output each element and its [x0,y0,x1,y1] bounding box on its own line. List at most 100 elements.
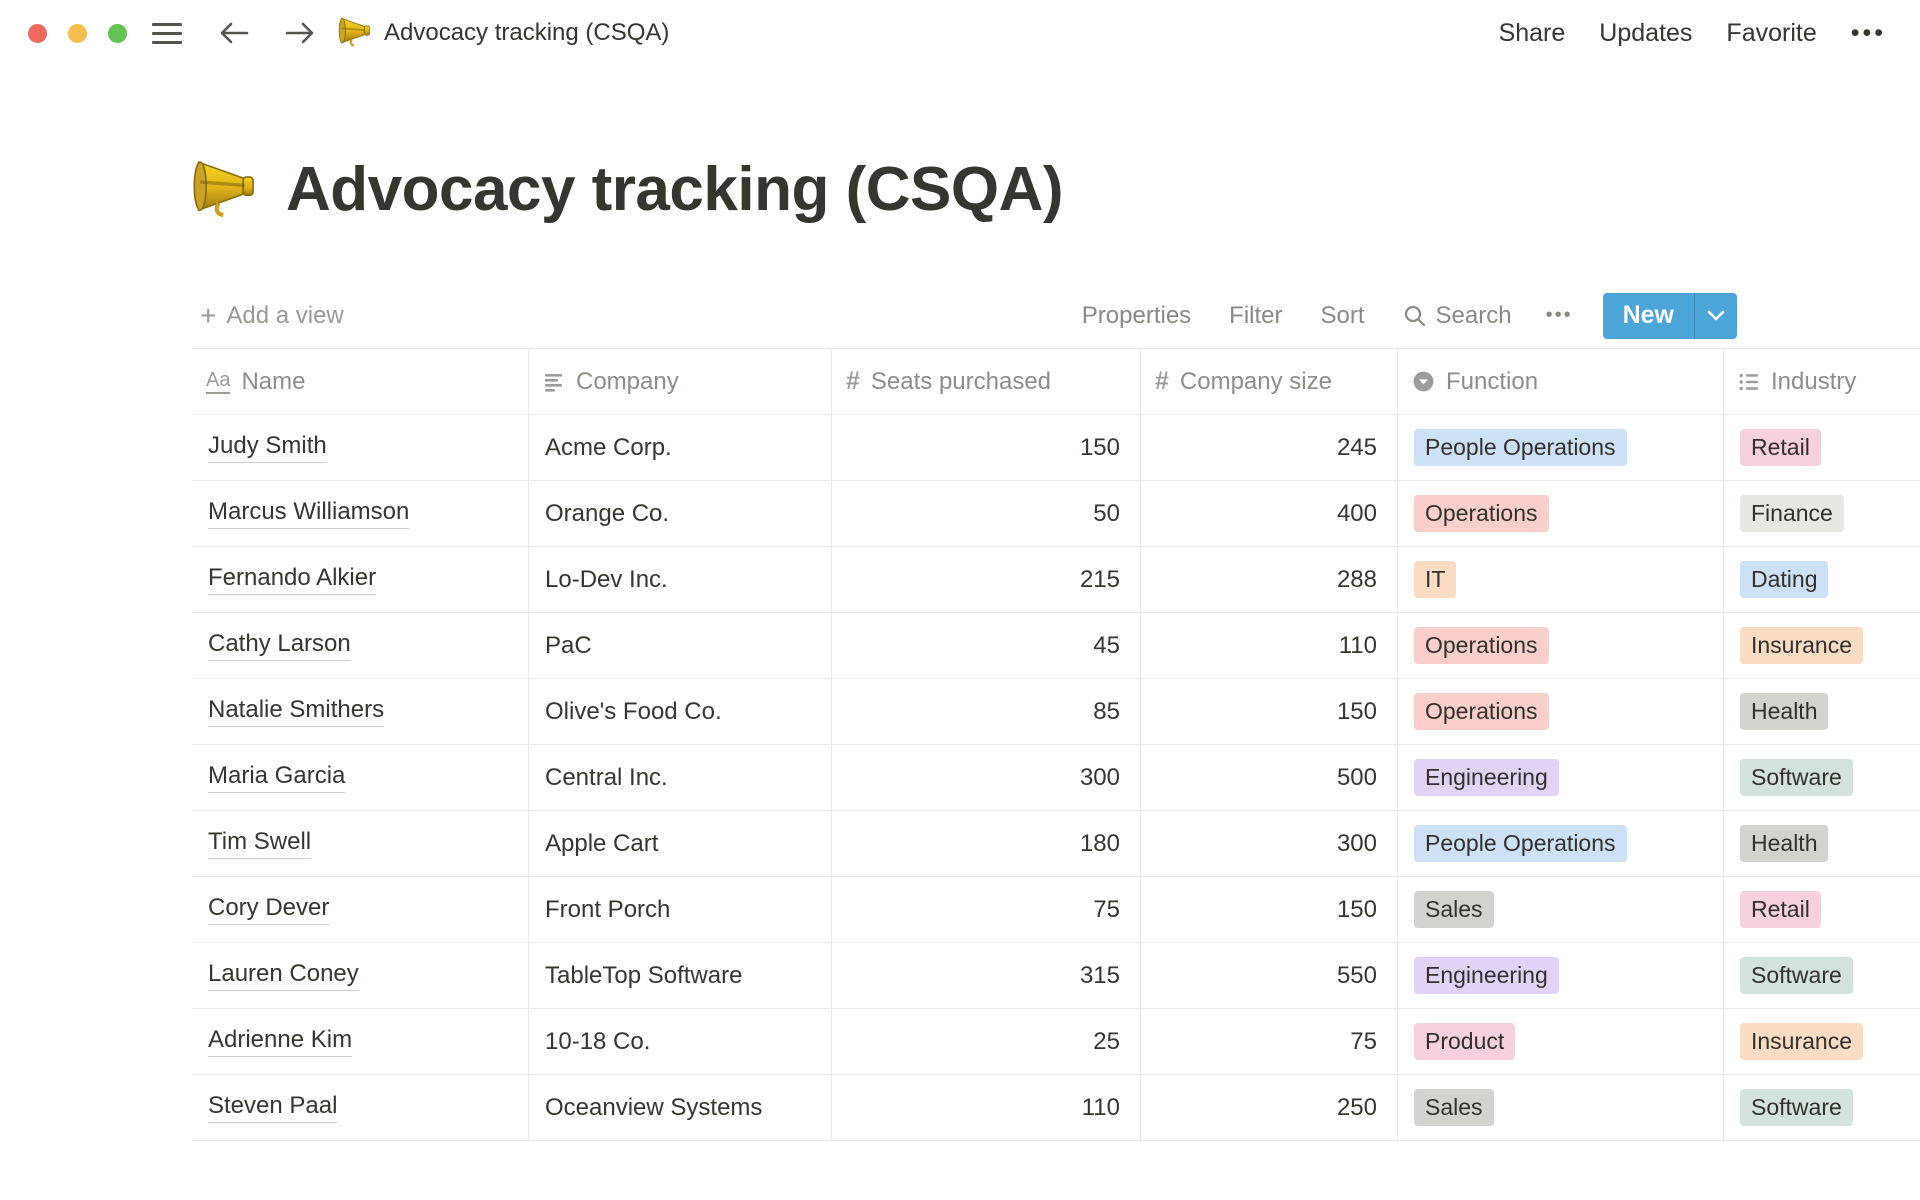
industry-tag[interactable]: Software [1740,1089,1853,1126]
row-industry-cell[interactable]: Health [1724,679,1920,744]
row-company-cell[interactable]: 10-18 Co. [529,1009,832,1074]
toolbar-more-button[interactable]: ••• [1545,304,1573,326]
industry-tag[interactable]: Software [1740,957,1853,994]
industry-tag[interactable]: Health [1740,825,1829,862]
function-tag[interactable]: Engineering [1414,759,1559,796]
row-title-link[interactable]: Lauren Coney [208,960,359,991]
industry-tag[interactable]: Retail [1740,891,1821,928]
row-company-cell[interactable]: Acme Corp. [529,415,832,480]
row-title-link[interactable]: Tim Swell [208,828,312,859]
function-tag[interactable]: Product [1414,1023,1516,1060]
column-header-industry[interactable]: Industry [1724,349,1920,414]
industry-tag[interactable]: Insurance [1740,627,1864,664]
row-name-cell[interactable]: Maria Garcia [192,745,529,810]
doc-title[interactable]: Advocacy tracking (CSQA) [384,19,670,46]
row-function-cell[interactable]: IT [1398,547,1724,612]
row-name-cell[interactable]: Tim Swell [192,811,529,876]
row-title-link[interactable]: Natalie Smithers [208,696,385,727]
row-size-cell[interactable]: 250 [1141,1075,1398,1140]
row-industry-cell[interactable]: Insurance [1724,1009,1920,1074]
function-tag[interactable]: Operations [1414,693,1549,730]
industry-tag[interactable]: Health [1740,693,1829,730]
row-name-cell[interactable]: Steven Paal [192,1075,529,1140]
row-company-cell[interactable]: TableTop Software [529,943,832,1008]
row-seats-cell[interactable]: 25 [832,1009,1141,1074]
row-industry-cell[interactable]: Software [1724,1075,1920,1140]
row-title-link[interactable]: Marcus Williamson [208,498,410,529]
sort-button[interactable]: Sort [1320,301,1365,329]
row-title-link[interactable]: Cathy Larson [208,630,351,661]
page-title[interactable]: Advocacy tracking (CSQA) [286,154,1064,224]
row-name-cell[interactable]: Fernando Alkier [192,547,529,612]
row-title-link[interactable]: Adrienne Kim [208,1026,353,1057]
page-emoji-megaphone-icon[interactable] [192,154,258,225]
row-function-cell[interactable]: Product [1398,1009,1724,1074]
row-industry-cell[interactable]: Dating [1724,547,1920,612]
row-seats-cell[interactable]: 215 [832,547,1141,612]
forward-button[interactable] [284,20,316,46]
row-function-cell[interactable]: Engineering [1398,943,1724,1008]
industry-tag[interactable]: Retail [1740,429,1821,466]
industry-tag[interactable]: Software [1740,759,1853,796]
row-industry-cell[interactable]: Retail [1724,415,1920,480]
add-view-button[interactable]: + Add a view [200,301,344,330]
row-company-cell[interactable]: Orange Co. [529,481,832,546]
function-tag[interactable]: Operations [1414,627,1549,664]
row-size-cell[interactable]: 400 [1141,481,1398,546]
row-name-cell[interactable]: Lauren Coney [192,943,529,1008]
function-tag[interactable]: Sales [1414,1089,1494,1126]
row-function-cell[interactable]: Sales [1398,877,1724,942]
row-industry-cell[interactable]: Software [1724,943,1920,1008]
row-name-cell[interactable]: Marcus Williamson [192,481,529,546]
row-seats-cell[interactable]: 180 [832,811,1141,876]
row-function-cell[interactable]: Sales [1398,1075,1724,1140]
row-size-cell[interactable]: 245 [1141,415,1398,480]
row-function-cell[interactable]: Operations [1398,613,1724,678]
row-function-cell[interactable]: Operations [1398,679,1724,744]
row-title-link[interactable]: Cory Dever [208,894,330,925]
function-tag[interactable]: People Operations [1414,825,1627,862]
row-company-cell[interactable]: Apple Cart [529,811,832,876]
row-seats-cell[interactable]: 110 [832,1075,1141,1140]
row-size-cell[interactable]: 75 [1141,1009,1398,1074]
industry-tag[interactable]: Insurance [1740,1023,1864,1060]
row-name-cell[interactable]: Cory Dever [192,877,529,942]
row-size-cell[interactable]: 288 [1141,547,1398,612]
row-company-cell[interactable]: Olive's Food Co. [529,679,832,744]
filter-button[interactable]: Filter [1229,301,1283,329]
maximize-button[interactable] [108,23,127,43]
updates-button[interactable]: Updates [1599,18,1693,47]
properties-button[interactable]: Properties [1081,301,1192,329]
function-tag[interactable]: IT [1414,561,1457,598]
row-title-link[interactable]: Judy Smith [208,432,327,463]
industry-tag[interactable]: Finance [1740,495,1844,532]
favorite-button[interactable]: Favorite [1726,18,1817,47]
more-options-button[interactable]: ••• [1850,18,1886,47]
close-button[interactable] [28,23,47,43]
row-seats-cell[interactable]: 75 [832,877,1141,942]
row-industry-cell[interactable]: Health [1724,811,1920,876]
function-tag[interactable]: People Operations [1414,429,1627,466]
row-company-cell[interactable]: Lo-Dev Inc. [529,547,832,612]
row-size-cell[interactable]: 150 [1141,877,1398,942]
minimize-button[interactable] [68,23,87,43]
row-title-link[interactable]: Maria Garcia [208,762,346,793]
column-header-company[interactable]: Company [529,349,832,414]
row-function-cell[interactable]: People Operations [1398,811,1724,876]
row-company-cell[interactable]: Oceanview Systems [529,1075,832,1140]
row-name-cell[interactable]: Cathy Larson [192,613,529,678]
row-seats-cell[interactable]: 50 [832,481,1141,546]
row-industry-cell[interactable]: Finance [1724,481,1920,546]
column-header-name[interactable]: Aa Name [192,349,529,414]
function-tag[interactable]: Sales [1414,891,1494,928]
new-button[interactable]: New [1622,301,1674,329]
row-company-cell[interactable]: Front Porch [529,877,832,942]
row-size-cell[interactable]: 550 [1141,943,1398,1008]
row-seats-cell[interactable]: 150 [832,415,1141,480]
column-header-function[interactable]: Function [1398,349,1724,414]
row-size-cell[interactable]: 110 [1141,613,1398,678]
industry-tag[interactable]: Dating [1740,561,1829,598]
row-size-cell[interactable]: 300 [1141,811,1398,876]
share-button[interactable]: Share [1498,18,1566,47]
row-seats-cell[interactable]: 300 [832,745,1141,810]
